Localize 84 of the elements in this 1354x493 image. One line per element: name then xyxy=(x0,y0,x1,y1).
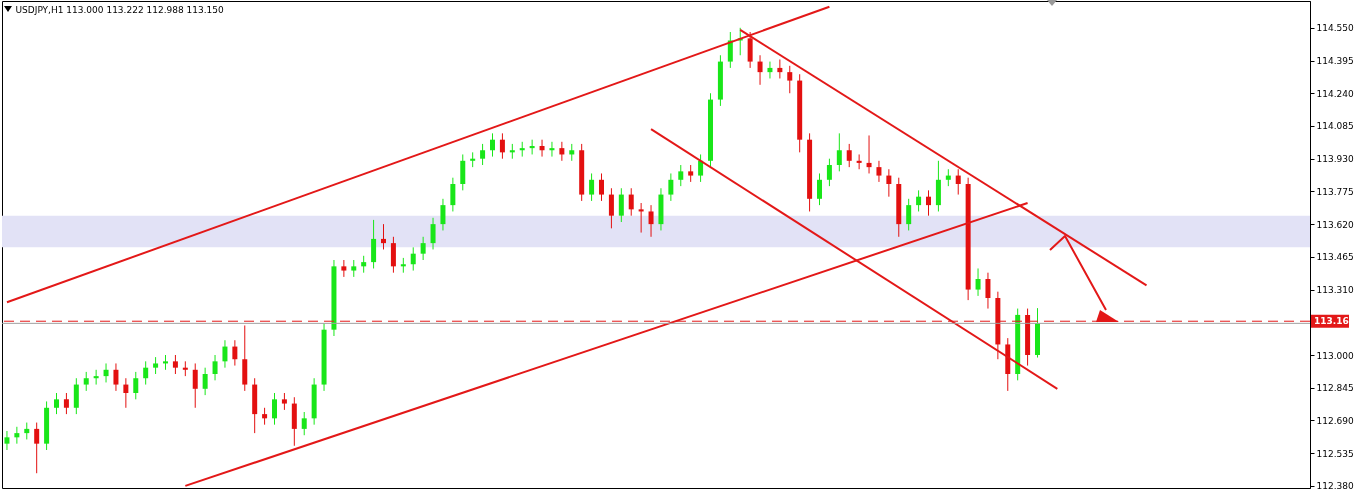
chart-title: USDJPY,H1 113.000 113.222 112.988 113.150 xyxy=(15,5,225,15)
candlestick xyxy=(4,430,10,451)
y-tick-label: 113.775 xyxy=(1316,186,1354,197)
candlestick xyxy=(975,267,981,297)
candlestick xyxy=(63,392,69,415)
candlestick xyxy=(698,153,704,183)
candlestick xyxy=(499,132,505,160)
candlestick xyxy=(926,189,931,217)
candlestick xyxy=(549,141,555,158)
y-tick-label: 113.000 xyxy=(1316,350,1354,361)
candlestick xyxy=(638,202,644,234)
candlestick xyxy=(113,362,119,392)
candlestick xyxy=(529,139,535,155)
candlestick xyxy=(985,272,991,310)
candlestick xyxy=(272,392,277,426)
candlestick xyxy=(727,31,733,69)
candlestick xyxy=(123,377,129,409)
candlestick xyxy=(955,168,961,196)
candlestick xyxy=(212,354,218,381)
candlestick xyxy=(826,158,832,187)
y-tick-label: 113.620 xyxy=(1316,219,1354,230)
candlestick xyxy=(390,236,396,274)
candlestick xyxy=(886,168,892,198)
y-tick-label: 114.240 xyxy=(1316,88,1354,99)
candlestick xyxy=(371,219,377,269)
candlestick xyxy=(34,422,40,474)
candlestick xyxy=(93,369,99,386)
candlestick xyxy=(73,377,79,415)
candlestick xyxy=(440,198,446,231)
candlestick xyxy=(599,172,604,202)
y-tick-label: 114.550 xyxy=(1316,23,1354,34)
candlestick xyxy=(172,354,178,375)
ref-line-label: 113.16 xyxy=(1314,316,1349,327)
candlestick xyxy=(539,139,545,158)
candlestick xyxy=(589,172,595,202)
y-tick-label: 112.845 xyxy=(1316,383,1354,394)
candlestick xyxy=(836,132,842,172)
candlestick xyxy=(618,187,624,223)
candlestick xyxy=(83,371,89,392)
candlestick xyxy=(916,189,922,212)
y-tick-label: 112.690 xyxy=(1316,415,1354,426)
candlestick xyxy=(480,143,486,166)
y-tick-label: 114.085 xyxy=(1316,121,1354,132)
candlestick xyxy=(410,246,416,272)
candlestick xyxy=(14,426,20,445)
y-tick-label: 113.930 xyxy=(1316,154,1354,165)
y-tick-label: 112.535 xyxy=(1316,448,1354,459)
candlestick xyxy=(747,31,753,69)
candlestick xyxy=(906,198,912,231)
candlestick xyxy=(608,187,614,229)
y-tick-label: 114.395 xyxy=(1316,56,1354,67)
candlestick xyxy=(460,153,466,191)
candlestick xyxy=(381,223,386,250)
candlestick xyxy=(222,339,228,369)
candlestick xyxy=(856,153,862,170)
candlestick xyxy=(54,392,59,415)
candlestick xyxy=(192,362,198,409)
candlestick xyxy=(817,172,822,206)
candlestick xyxy=(232,339,238,367)
candlestick xyxy=(767,61,773,79)
candlestick xyxy=(876,160,882,183)
candlestick xyxy=(866,134,872,174)
candlestick xyxy=(202,367,208,396)
y-tick-label: 113.310 xyxy=(1316,285,1354,296)
candlestick xyxy=(490,132,495,158)
candlestick xyxy=(757,54,763,86)
y-tick-label: 113.465 xyxy=(1316,252,1354,263)
candlestick xyxy=(846,143,852,168)
candlestick xyxy=(559,141,565,162)
candlestick xyxy=(450,177,456,212)
candlestick xyxy=(301,411,307,436)
candlestick xyxy=(628,187,634,217)
y-tick-label: 112.380 xyxy=(1316,481,1354,492)
candlestick xyxy=(133,371,139,400)
candlestick xyxy=(777,58,783,79)
candlestick xyxy=(430,217,436,250)
candlestick xyxy=(143,360,149,386)
candlestick xyxy=(787,65,793,94)
candlestick xyxy=(103,362,109,383)
candlestick xyxy=(668,172,674,202)
candlestick xyxy=(678,164,684,187)
candlestick xyxy=(341,259,347,278)
candlestick xyxy=(420,236,426,261)
candlestick xyxy=(648,204,654,238)
